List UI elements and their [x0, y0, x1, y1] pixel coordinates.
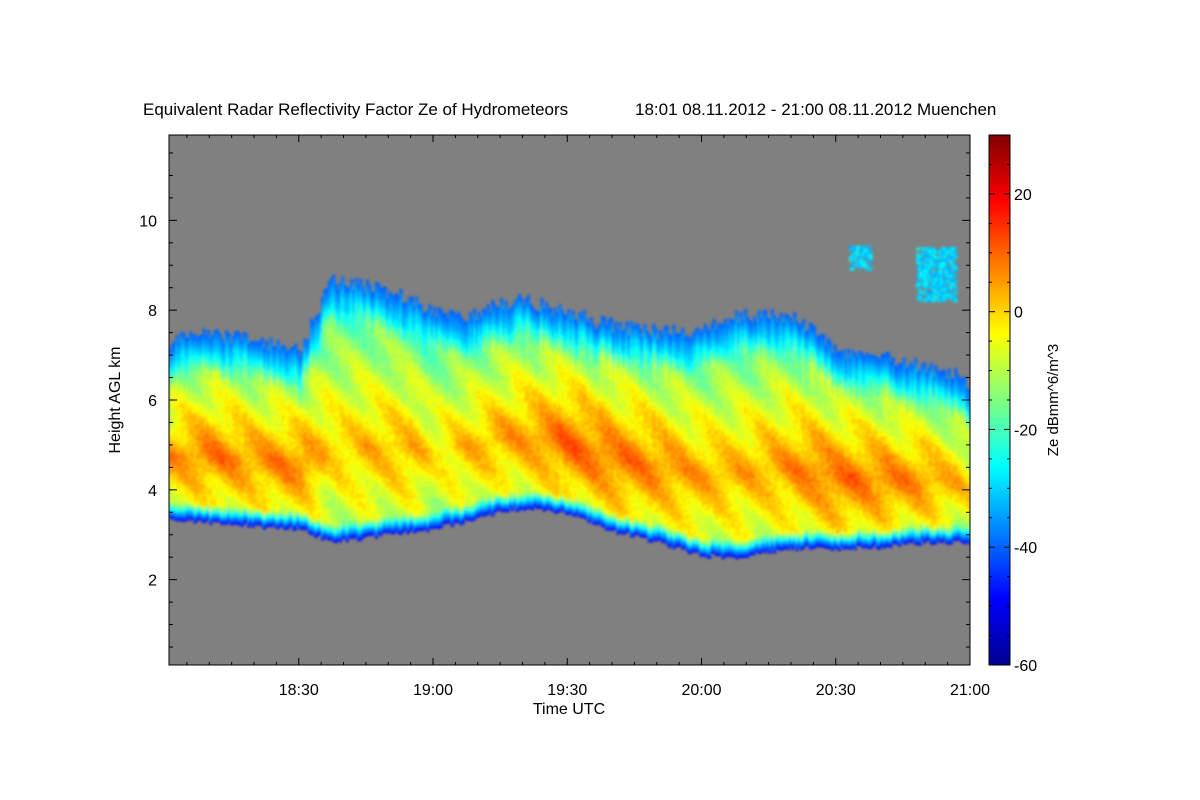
x-tick-label: 21:00 [950, 682, 990, 699]
chart-title: Equivalent Radar Reflectivity Factor Ze … [143, 100, 568, 119]
colorbar-tick-label: -60 [1014, 658, 1037, 675]
y-tick-label: 2 [148, 573, 157, 590]
x-tick-label: 20:30 [816, 682, 856, 699]
y-axis-label: Height AGL km [107, 346, 124, 453]
x-tick-label: 19:30 [547, 682, 587, 699]
x-tick-label: 19:00 [413, 682, 453, 699]
x-axis-label: Time UTC [533, 701, 605, 718]
y-tick-label: 10 [139, 213, 157, 230]
colorbar-tick-label: -20 [1014, 422, 1037, 439]
colorbar-tick-label: 20 [1014, 187, 1032, 204]
colorbar-label: Ze dBmm^6/m^3 [1045, 344, 1062, 456]
colorbar-tick-label: 0 [1014, 305, 1023, 322]
x-tick-label: 20:00 [681, 682, 721, 699]
colorbar [989, 135, 1010, 665]
y-tick-label: 4 [148, 483, 157, 500]
y-tick-label: 6 [148, 393, 157, 410]
x-tick-label: 18:30 [279, 682, 319, 699]
y-tick-label: 8 [148, 303, 157, 320]
colorbar-tick-label: -40 [1014, 540, 1037, 557]
chart-subtitle: 18:01 08.11.2012 - 21:00 08.11.2012 Muen… [635, 100, 996, 119]
